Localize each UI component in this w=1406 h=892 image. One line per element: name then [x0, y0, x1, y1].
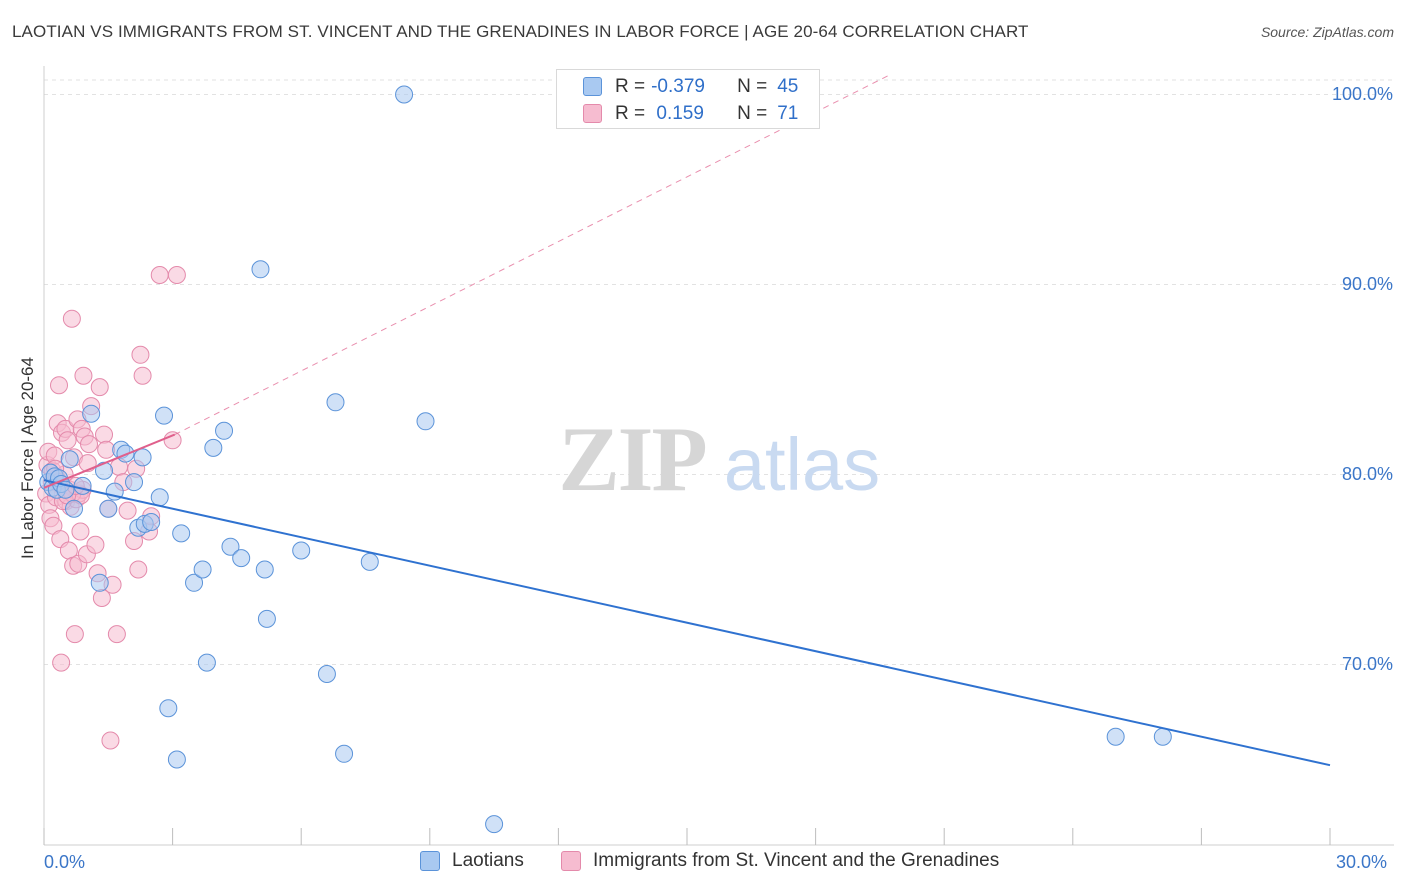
data-point-immigrants	[90, 378, 109, 397]
r-label: R =	[615, 76, 646, 97]
data-point-laotians	[197, 653, 216, 672]
data-point-immigrants	[118, 501, 137, 520]
data-point-laotians	[167, 750, 186, 769]
data-point-laotians	[257, 609, 276, 628]
data-point-immigrants	[50, 376, 69, 395]
data-point-immigrants	[167, 266, 186, 284]
data-point-laotians	[395, 85, 414, 104]
chart-title: LAOTIAN VS IMMIGRANTS FROM ST. VINCENT A…	[12, 22, 1029, 41]
trend-line-laotians	[43, 479, 1331, 767]
data-point-laotians	[185, 573, 204, 592]
data-point-immigrants	[131, 345, 150, 364]
watermark: ZIP atlas	[558, 408, 880, 510]
data-point-laotians	[204, 438, 223, 457]
x-tick-label-min: 0.0%	[44, 852, 86, 872]
data-point-laotians	[292, 541, 311, 560]
legend-swatch-immigrants	[561, 851, 581, 871]
data-point-laotians	[416, 412, 435, 431]
n-value: 71	[777, 103, 799, 124]
data-point-immigrants	[71, 522, 90, 541]
watermark-atlas: atlas	[724, 423, 880, 506]
data-point-immigrants	[101, 731, 120, 750]
data-point-immigrants	[163, 431, 182, 450]
data-point-immigrants	[52, 653, 71, 672]
legend-swatch-laotians	[583, 77, 602, 96]
data-point-laotians	[142, 513, 161, 531]
data-point-laotians	[193, 560, 212, 579]
y-tick-label: 100.0%	[1331, 83, 1393, 104]
r-label: R =	[615, 103, 646, 124]
series-legend: Laotians Immigrants from St. Vincent and…	[0, 850, 1406, 878]
trend-line-immigrants	[43, 433, 176, 489]
data-point-laotians	[60, 450, 79, 469]
data-point-immigrants	[95, 425, 114, 444]
y-tick-label: 90.0%	[1341, 273, 1393, 294]
data-point-immigrants	[86, 535, 105, 554]
legend-row-laotians: R = -0.379 N = 45	[615, 75, 798, 99]
y-tick-label: 80.0%	[1341, 463, 1393, 484]
data-point-immigrants	[97, 440, 116, 459]
n-label: N =	[737, 103, 768, 124]
axes	[43, 66, 1394, 846]
data-point-laotians	[232, 549, 251, 568]
legend-item-laotians: Laotians	[420, 850, 524, 872]
data-point-laotians	[485, 815, 504, 834]
legend-row-immigrants: R = 0.159 N = 71	[615, 102, 798, 126]
legend-item-immigrants: Immigrants from St. Vincent and the Gren…	[561, 850, 999, 872]
data-point-laotians	[1106, 727, 1125, 746]
data-point-laotians	[82, 404, 101, 423]
watermark-zip: ZIP	[558, 408, 705, 510]
data-point-laotians	[255, 560, 274, 579]
source-label: Source: ZipAtlas.com	[1260, 24, 1394, 40]
r-value: -0.379	[651, 76, 705, 97]
data-point-laotians	[317, 665, 336, 683]
legend-label-laotians: Laotians	[452, 850, 524, 871]
stats-legend: R = -0.379 N = 45 R = 0.159 N = 71	[556, 69, 820, 129]
data-point-laotians	[221, 537, 240, 556]
legend-swatch-laotians	[420, 851, 440, 871]
data-point-laotians	[99, 499, 118, 518]
n-value: 45	[777, 76, 799, 97]
data-point-laotians	[95, 461, 114, 480]
data-point-laotians	[215, 421, 234, 440]
data-point-laotians	[172, 524, 191, 543]
data-point-immigrants	[62, 309, 81, 328]
y-tick-label: 70.0%	[1341, 653, 1393, 674]
r-value: 0.159	[651, 103, 704, 124]
data-point-laotians	[360, 552, 379, 571]
data-point-laotians	[159, 699, 178, 718]
n-label: N =	[737, 76, 768, 97]
data-point-laotians	[90, 573, 109, 592]
data-point-laotians	[335, 744, 354, 763]
data-point-laotians	[150, 488, 169, 507]
data-point-laotians	[155, 406, 174, 425]
data-point-laotians	[133, 448, 152, 467]
data-point-laotians	[251, 260, 270, 279]
trend-extension-immigrants	[174, 75, 889, 436]
x-tick-label-max: 30.0%	[1336, 852, 1388, 872]
legend-label-immigrants: Immigrants from St. Vincent and the Gren…	[593, 850, 1000, 871]
data-point-immigrants	[150, 266, 169, 284]
data-point-laotians	[73, 476, 92, 495]
data-point-laotians	[125, 473, 144, 492]
y-axis-label: In Labor Force | Age 20-64	[18, 357, 37, 559]
grid	[44, 79, 1394, 665]
data-point-laotians	[326, 393, 345, 412]
series-blue-points	[39, 85, 1172, 834]
data-point-laotians	[65, 499, 84, 518]
data-point-immigrants	[107, 625, 126, 644]
data-point-immigrants	[133, 366, 152, 385]
data-point-immigrants	[58, 431, 77, 450]
data-point-laotians	[1153, 727, 1172, 746]
legend-swatch-immigrants	[583, 104, 602, 123]
data-point-immigrants	[80, 435, 99, 454]
trend-lines	[43, 75, 1331, 767]
data-point-immigrants	[129, 560, 148, 579]
data-point-immigrants	[65, 625, 84, 644]
data-point-immigrants	[74, 366, 93, 385]
